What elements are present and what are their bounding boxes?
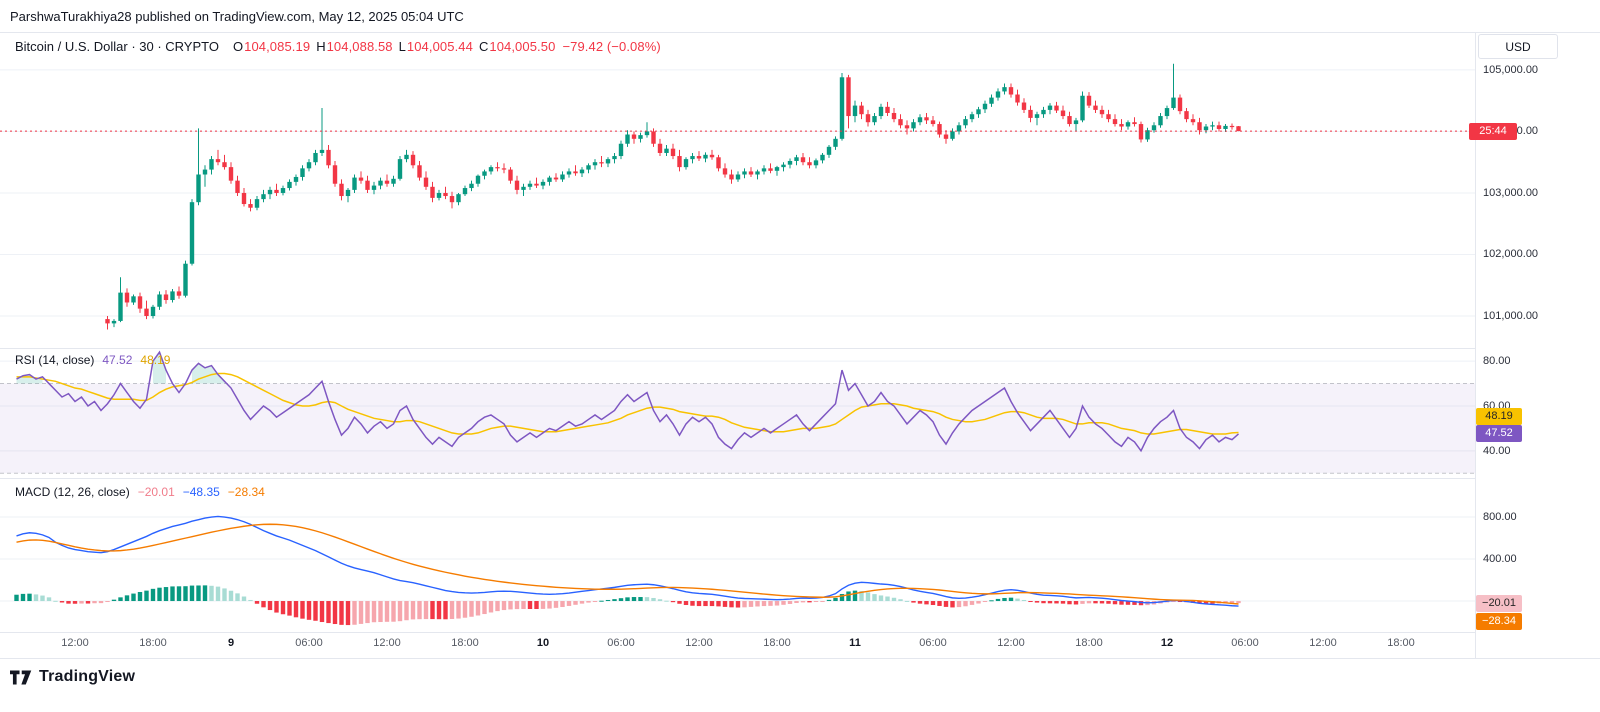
rsi-pane[interactable]: RSI (14, close) 47.52 48.19 xyxy=(0,349,1475,478)
symbol-title[interactable]: Bitcoin / U.S. Dollar · 30 · CRYPTO xyxy=(15,39,219,54)
rsi-value: 47.52 xyxy=(102,353,133,367)
time-axis-label: 11 xyxy=(849,637,861,649)
time-axis-label: 06:00 xyxy=(919,637,947,649)
macd-signal-line xyxy=(16,523,1239,605)
publish-text: ParshwaTurakhiya28 published on TradingV… xyxy=(10,8,464,24)
price-pane[interactable]: Bitcoin / U.S. Dollar · 30 · CRYPTO O 104… xyxy=(0,33,1475,348)
tradingview-logo-icon[interactable] xyxy=(10,670,32,685)
price-axis-label: 102,000.00 xyxy=(1483,248,1539,261)
macd-signal-value: −28.34 xyxy=(227,485,265,499)
axis-divider xyxy=(1475,32,1476,658)
time-axis-label: 06:00 xyxy=(1231,637,1259,649)
macd-axis-label: 800.00 xyxy=(1483,511,1517,523)
close-value: 104,005.50 xyxy=(489,39,556,54)
macd-pane[interactable]: MACD (12, 26, close) −20.01 −48.35 −28.3… xyxy=(0,479,1475,632)
price-axis-label: 101,000.00 xyxy=(1483,310,1539,322)
time-axis-label: 10 xyxy=(536,637,550,649)
rsi-ma-line xyxy=(16,372,1239,435)
rsi-overbought-fill xyxy=(153,352,166,384)
macd-line xyxy=(16,515,1239,607)
macd-line-value: −48.35 xyxy=(182,485,220,499)
price-axis-label: 105,000.00 xyxy=(1483,63,1539,76)
rsi-value-badge: 47.52 xyxy=(1476,425,1522,443)
pane-divider xyxy=(0,632,1475,633)
time-axis-label: 12:00 xyxy=(685,637,713,649)
time-axis-label: 18:00 xyxy=(763,637,791,649)
rsi-ma-value-badge: 48.19 xyxy=(1476,408,1522,426)
symbol-legend: Bitcoin / U.S. Dollar · 30 · CRYPTO O 104… xyxy=(15,39,661,54)
divider xyxy=(0,658,1600,659)
publish-header: ParshwaTurakhiya28 published on TradingV… xyxy=(0,0,1600,32)
time-axis-label: 9 xyxy=(227,637,235,649)
macd-hist-value: −20.01 xyxy=(137,485,175,499)
time-axis-label: 18:00 xyxy=(139,637,167,649)
rsi-band xyxy=(0,383,1475,474)
change-value: −79.42 (−0.08%) xyxy=(562,39,661,54)
low-value: 104,005.44 xyxy=(406,39,473,54)
time-axis-label: 18:00 xyxy=(1387,637,1415,649)
rsi-line xyxy=(16,350,1239,453)
macd-hist-badge: −20.01 xyxy=(1476,594,1522,612)
pane-divider[interactable] xyxy=(0,348,1475,349)
close-label: C xyxy=(478,39,489,54)
open-label: O xyxy=(232,39,244,54)
time-axis[interactable]: 12:00 18:00 9 06:00 12:00 18:00 10 06:00 12:00 18… xyxy=(0,633,1475,658)
rsi-title[interactable]: RSI (14, close) xyxy=(15,353,95,367)
macd-axis-label: 400.00 xyxy=(1483,553,1517,566)
rsi-chart-svg[interactable] xyxy=(0,349,1475,478)
rsi-legend: RSI (14, close) 47.52 48.19 xyxy=(15,353,170,367)
high-value: 104,088.58 xyxy=(326,39,393,54)
tradingview-brand[interactable]: TradingView xyxy=(39,668,136,685)
macd-histogram xyxy=(14,585,1241,626)
low-label: L xyxy=(398,39,406,54)
macd-signal-badge: −28.34 xyxy=(1476,612,1522,630)
time-axis-label: 12:00 xyxy=(1309,637,1337,649)
time-axis-label: 06:00 xyxy=(607,637,635,649)
macd-legend: MACD (12, 26, close) −20.01 −48.35 −28.3… xyxy=(15,485,265,499)
divider xyxy=(0,32,1600,33)
time-axis-label: 12 xyxy=(1160,637,1174,649)
time-axis-label: 06:00 xyxy=(295,637,323,649)
time-axis-label: 12:00 xyxy=(373,637,401,649)
high-label: H xyxy=(316,39,326,54)
rsi-ma-value: 48.19 xyxy=(140,353,171,367)
macd-chart-svg[interactable] xyxy=(0,479,1475,632)
price-axis[interactable]: USD 105,000.00104,000.00103,000.00102,00… xyxy=(1469,0,1600,712)
time-axis-label: 12:00 xyxy=(997,637,1025,649)
time-axis-label: 12:00 xyxy=(61,637,89,649)
candlestick-chart-svg[interactable] xyxy=(0,33,1475,348)
price-countdown-badge: 25:44 xyxy=(1469,122,1517,140)
footer: TradingView xyxy=(10,668,135,686)
pane-divider[interactable] xyxy=(0,478,1475,479)
rsi-axis-label: 80.00 xyxy=(1483,355,1511,368)
rsi-axis-label: 40.00 xyxy=(1483,444,1511,457)
macd-title[interactable]: MACD (12, 26, close) xyxy=(15,485,130,499)
time-axis-label: 18:00 xyxy=(451,637,479,649)
time-axis-label: 18:00 xyxy=(1075,637,1103,649)
candles-series xyxy=(105,63,1241,330)
currency-label[interactable]: USD xyxy=(1478,34,1558,59)
price-axis-label: 103,000.00 xyxy=(1483,186,1539,199)
open-value: 104,085.19 xyxy=(244,39,311,54)
